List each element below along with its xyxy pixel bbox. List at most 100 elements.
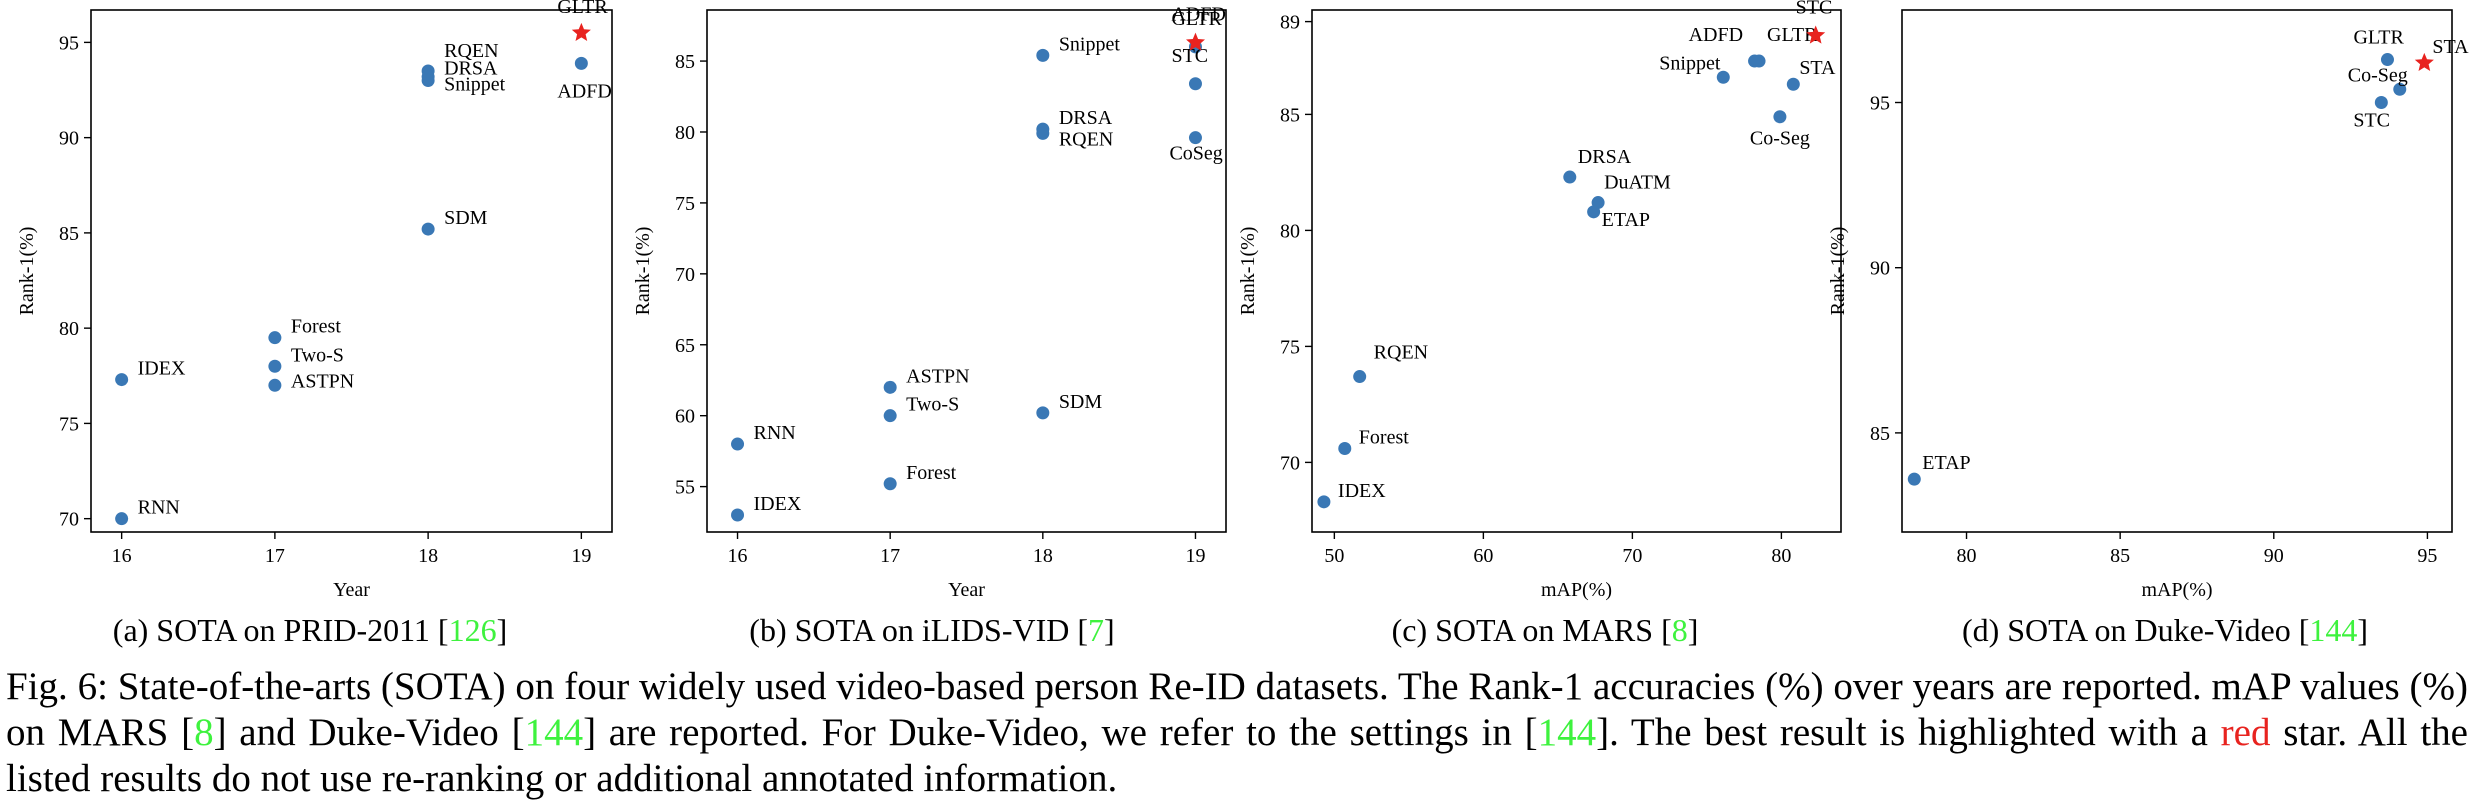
best-result-star	[1186, 32, 1205, 51]
y-tick-label: 90	[1870, 258, 1890, 280]
y-tick-label: 90	[59, 128, 79, 150]
data-point	[574, 56, 588, 70]
x-tick-label: 95	[2417, 545, 2437, 567]
data-point	[1587, 205, 1601, 219]
data-point	[1188, 131, 1202, 145]
point-label: STA	[1799, 57, 1836, 79]
data-point	[1036, 126, 1050, 140]
data-point	[1563, 170, 1577, 184]
data-point	[115, 512, 129, 526]
data-point	[1338, 441, 1352, 455]
y-tick-label: 95	[59, 32, 79, 54]
point-label: ETAP	[1602, 209, 1650, 231]
data-point	[883, 380, 897, 394]
y-tick-label: 95	[1870, 93, 1890, 115]
figure-charts: 16 17 18 19 70 75 80 85 90 95 Year Rank-1(%) RNN IDEX…	[16, 0, 2469, 601]
data-point	[731, 437, 745, 451]
y-tick-label: 55	[675, 477, 695, 499]
point-label: RNN	[754, 422, 796, 444]
data-point	[1036, 406, 1050, 420]
point-label: STC	[1171, 45, 1208, 67]
y-tick-label: 70	[59, 509, 79, 531]
x-tick-label: 18	[418, 545, 438, 567]
point-label: RQEN	[1374, 342, 1428, 364]
point-label: ASTPN	[906, 365, 969, 387]
y-tick-label: 70	[675, 264, 695, 286]
x-tick-label: 17	[265, 545, 285, 567]
x-tick-label: 70	[1622, 545, 1642, 567]
data-point	[115, 373, 129, 387]
data-point	[1752, 54, 1766, 68]
data-point	[268, 378, 282, 392]
point-label: IDEX	[1338, 480, 1386, 502]
y-tick-label: 89	[1280, 12, 1300, 34]
y-tick-label: 85	[1870, 423, 1890, 445]
point-label: DuATM	[1604, 172, 1671, 194]
point-label: Two-S	[291, 344, 344, 366]
point-label: Forest	[1359, 426, 1409, 448]
subcaption-b: (b) SOTA on iLIDS-VID [7]	[749, 612, 1115, 648]
data-point	[1317, 495, 1331, 509]
point-label: GLTR	[557, 0, 608, 18]
data-point	[1188, 77, 1202, 91]
plot-frame-b	[706, 9, 1227, 533]
y-tick-label: 85	[1280, 104, 1300, 126]
y-tick-label: 85	[675, 51, 695, 73]
x-tick-label: 16	[728, 545, 748, 567]
best-result-star	[1806, 25, 1826, 44]
point-label: Co-Seg	[1750, 128, 1810, 150]
point-label: RQEN	[1059, 128, 1113, 150]
data-point	[883, 409, 897, 423]
data-point	[268, 331, 282, 345]
x-tick-label: 19	[571, 545, 591, 567]
point-label: Snippet	[1059, 33, 1121, 55]
x-axis-label: Year	[948, 579, 985, 601]
y-tick-label: 85	[59, 223, 79, 245]
y-tick-label: 75	[675, 193, 695, 215]
y-axis-label: Rank-1(%)	[1237, 227, 1259, 316]
subcaption-a: (a) SOTA on PRID-2011 [126]	[112, 612, 508, 648]
point-label: DRSA	[1578, 146, 1632, 168]
point-label: RNN	[138, 497, 180, 519]
point-label: ETAP	[1922, 452, 1970, 474]
point-label: STC	[1796, 0, 1833, 19]
x-tick-label: 18	[1033, 545, 1053, 567]
data-point	[1036, 48, 1050, 62]
data-point	[1716, 70, 1730, 84]
subcaption-c: (c) SOTA on MARS [8]	[1391, 612, 1699, 648]
data-point	[421, 222, 435, 236]
y-tick-label: 75	[59, 413, 79, 435]
y-tick-label: 75	[1280, 336, 1300, 358]
point-label: ADFD	[1171, 4, 1225, 26]
x-axis-label: Year	[333, 579, 370, 601]
x-tick-label: 80	[1771, 545, 1791, 567]
plot-frame-c	[1311, 9, 1842, 533]
point-label: DRSA	[1059, 107, 1113, 129]
data-point	[1353, 370, 1367, 384]
y-axis-label: Rank-1(%)	[16, 227, 38, 316]
point-label: STC	[2353, 110, 2390, 132]
data-point	[1907, 472, 1921, 486]
x-tick-label: 60	[1473, 545, 1493, 567]
point-label: GLTR	[1767, 24, 1818, 46]
y-tick-label: 70	[1280, 452, 1300, 474]
x-axis-label: mAP(%)	[1541, 579, 1612, 601]
point-label: SDM	[444, 207, 488, 229]
point-label: GLTR	[1171, 8, 1222, 30]
y-tick-label: 65	[675, 335, 695, 357]
point-label: RQEN	[444, 40, 498, 62]
y-axis-label: Rank-1(%)	[1827, 227, 1849, 316]
point-label: DRSA	[444, 58, 498, 80]
point-label: Forest	[906, 462, 956, 484]
x-tick-label: 50	[1324, 545, 1344, 567]
plot-frame-a	[90, 9, 613, 533]
point-label: GLTR	[2353, 27, 2404, 49]
point-label: SDM	[1059, 391, 1103, 413]
point-label: Snippet	[1659, 52, 1721, 74]
x-tick-label: 90	[2264, 545, 2284, 567]
data-point	[2380, 53, 2394, 67]
y-axis-label: Rank-1(%)	[632, 227, 654, 316]
y-tick-label: 80	[59, 318, 79, 340]
x-axis-label: mAP(%)	[2141, 579, 2212, 601]
x-tick-label: 80	[1957, 545, 1977, 567]
